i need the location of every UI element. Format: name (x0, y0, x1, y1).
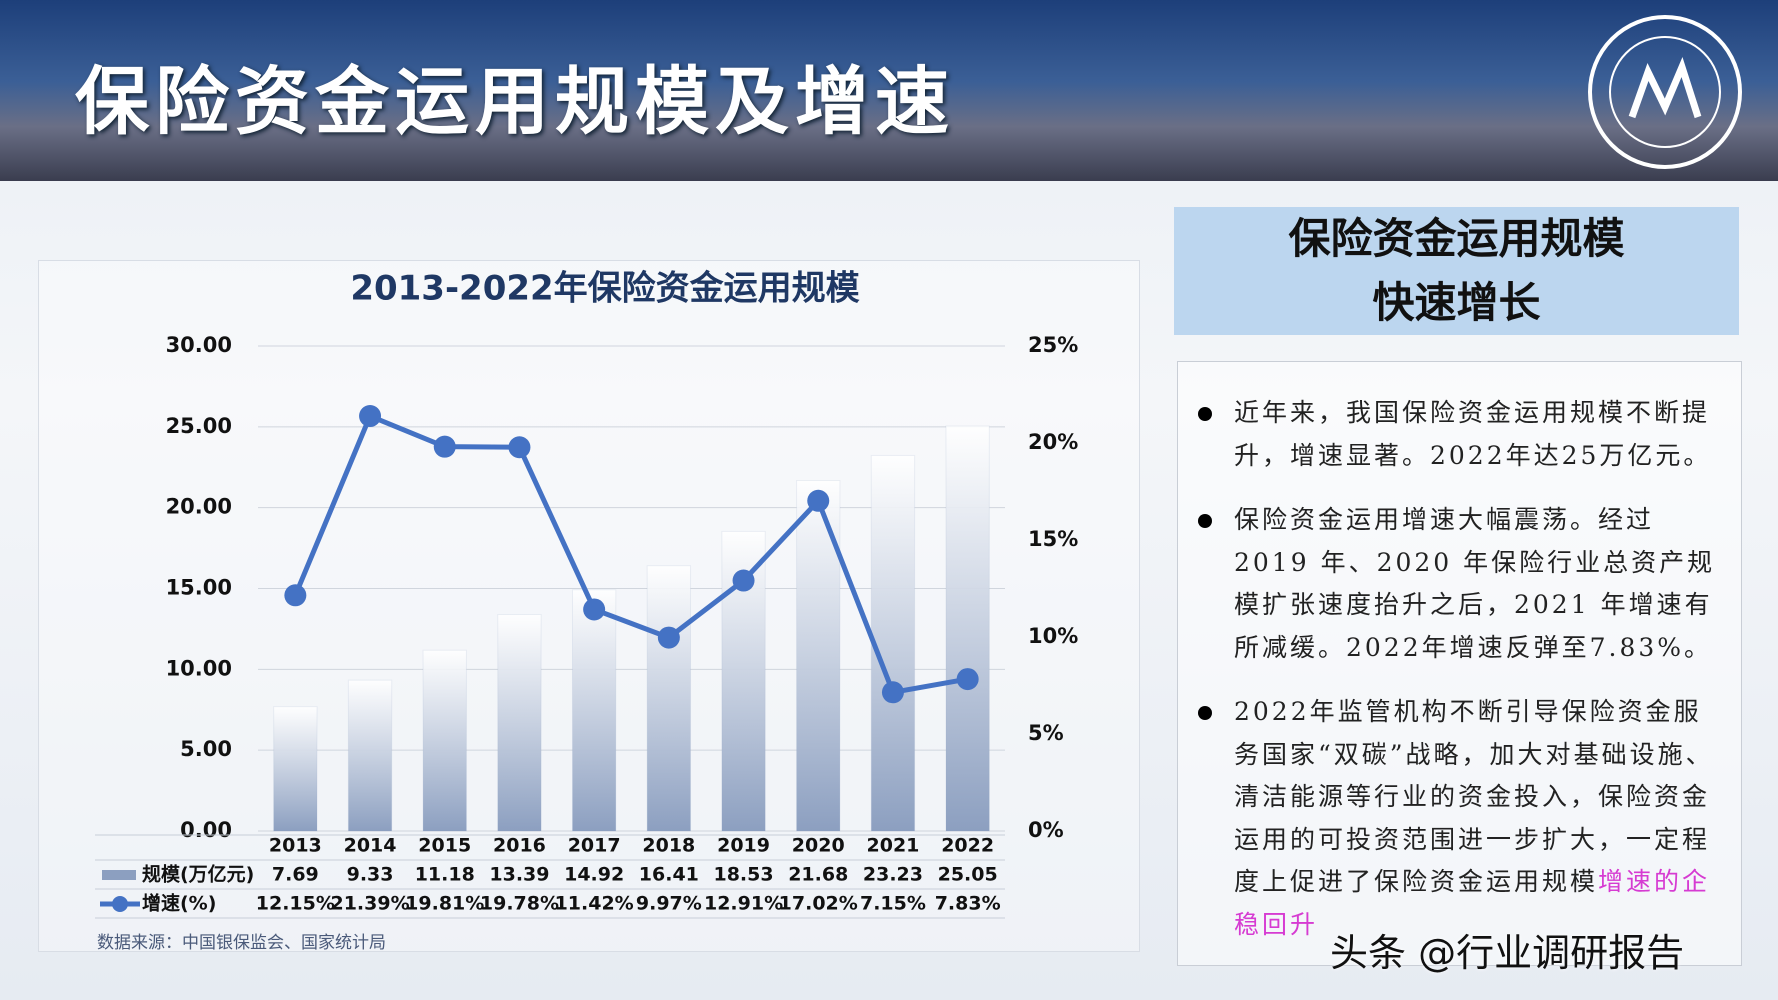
bullet: 2022年监管机构不断引导保险资金服务国家“双碳”战略，加大对基础设施、清洁能源… (1198, 691, 1719, 946)
x-tick-label: 2019 (717, 835, 770, 857)
y2-tick-label: 0% (1028, 818, 1064, 842)
y-tick-label: 20.00 (166, 495, 232, 519)
x-tick-label: 2017 (568, 835, 621, 857)
heading-line: 快速增长 (1372, 278, 1541, 327)
bar (870, 454, 916, 832)
text-panel: 近年来，我国保险资金运用规模不断提升，增速显著。2022年达25万亿元。 保险资… (1177, 361, 1742, 966)
bar (571, 589, 617, 832)
table-value: 21.39% (330, 893, 409, 915)
heading-line: 保险资金运用规模 (1288, 214, 1625, 263)
highlight-text: 增速的企稳回升 (1234, 867, 1711, 939)
table-value: 13.39 (489, 864, 549, 886)
x-tick-label: 2015 (418, 835, 471, 857)
bar (646, 565, 692, 832)
line-point (807, 489, 830, 512)
x-tick-label: 2022 (941, 835, 994, 857)
line-point (657, 626, 680, 649)
chart-title: 2013-2022年保险资金运用规模 (350, 269, 859, 309)
x-tick-label: 2013 (269, 835, 322, 857)
y2-tick-label: 15% (1028, 527, 1078, 551)
legend-label: 增速(%) (142, 892, 216, 915)
slide-title: 保险资金运用规模及增速 (75, 59, 955, 145)
source-note: 数据来源：中国银保监会、国家统计局 (97, 933, 386, 953)
legend-label: 规模(万亿元) (142, 863, 254, 886)
table-value: 7.69 (272, 864, 319, 886)
legend-swatch (102, 870, 136, 880)
line-point (583, 598, 606, 621)
line (293, 412, 969, 696)
bar (497, 614, 542, 832)
table-value: 14.92 (564, 864, 624, 886)
line-point (881, 681, 904, 704)
bullet-text: 保险资金运用增速大幅震荡。经过2019 年、2020 年保险行业总资产规模扩张速… (1234, 505, 1716, 662)
line-point (359, 405, 382, 428)
table-value: 12.91% (704, 893, 783, 915)
x-tick-label: 2014 (344, 835, 397, 857)
bullet: 保险资金运用增速大幅震荡。经过2019 年、2020 年保险行业总资产规模扩张速… (1198, 499, 1719, 669)
bullet-text: 近年来，我国保险资金运用规模不断提升，增速显著。2022年达25万亿元。 (1234, 398, 1712, 470)
table-value: 11.18 (415, 864, 475, 886)
table-value: 23.23 (863, 864, 923, 886)
legend-swatch (112, 896, 128, 912)
line-point (508, 436, 531, 459)
watermark: 头条 @行业调研报告 (1330, 931, 1685, 975)
table-value: 19.81% (405, 893, 484, 915)
y2-tick-label: 25% (1028, 333, 1078, 357)
line-point (433, 435, 456, 458)
y2-tick-label: 20% (1028, 430, 1078, 454)
panel-heading: 保险资金运用规模 快速增长 (1174, 207, 1739, 335)
bar (945, 425, 990, 832)
x-tick-label: 2016 (493, 835, 546, 857)
table-value: 12.15% (256, 893, 335, 915)
line-point (732, 569, 755, 592)
x-tick-label: 2021 (867, 835, 920, 857)
y-tick-label: 5.00 (180, 737, 232, 761)
line-point (284, 584, 307, 607)
y-tick-label: 0.00 (180, 818, 232, 842)
table-value: 9.97% (636, 893, 702, 915)
x-tick-label: 2020 (792, 835, 845, 857)
bullet-text: 2022年监管机构不断引导保险资金服务国家“双碳”战略，加大对基础设施、清洁能源… (1234, 697, 1714, 896)
y2-tick-label: 10% (1028, 624, 1078, 648)
bar (422, 649, 467, 832)
table-value: 7.15% (860, 893, 926, 915)
table-value: 19.78% (480, 893, 559, 915)
header-banner: 保险资金运用规模及增速 (0, 0, 1778, 181)
table-value: 7.83% (935, 893, 1001, 915)
table-value: 9.33 (347, 864, 394, 886)
table-value: 17.02% (779, 893, 858, 915)
y-tick-label: 10.00 (166, 656, 232, 680)
table-value: 21.68 (788, 864, 848, 886)
table-value: 18.53 (713, 864, 773, 886)
chart: 2013-2022年保险资金运用规模 数据来源：中国银保监会、国家统计局 0.0… (95, 269, 1078, 953)
y-tick-label: 30.00 (166, 333, 232, 357)
line-point (956, 668, 979, 691)
y-tick-label: 15.00 (166, 576, 232, 600)
y-tick-label: 25.00 (166, 414, 232, 438)
bullet: 近年来，我国保险资金运用规模不断提升，增速显著。2022年达25万亿元。 (1198, 392, 1719, 477)
bar (273, 706, 318, 832)
table-value: 16.41 (639, 864, 699, 886)
x-tick-label: 2018 (642, 835, 695, 857)
table-value: 25.05 (938, 864, 998, 886)
bar (347, 679, 393, 832)
y2-tick-label: 5% (1028, 721, 1064, 745)
table-value: 11.42% (555, 893, 634, 915)
logo (1588, 15, 1742, 169)
